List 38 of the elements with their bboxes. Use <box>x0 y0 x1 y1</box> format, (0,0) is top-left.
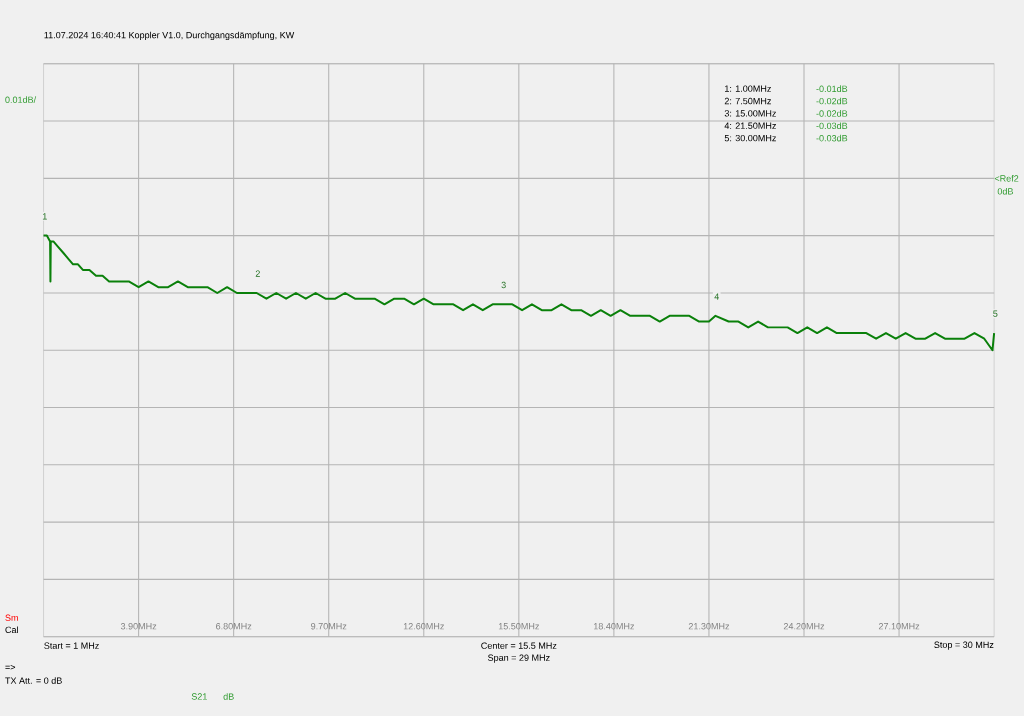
text: 5: 30.00MHz <box>724 134 776 142</box>
text: -0.03dB <box>816 134 848 142</box>
x-tick-label: 27.10MHz <box>878 622 920 630</box>
text: -0.02dB <box>816 97 848 105</box>
x-tick-label: 3.90MHz <box>120 622 157 630</box>
annotation: 5 <box>993 310 998 317</box>
text: TX Att. = 0 dB <box>5 677 62 684</box>
text: 3: 15.00MHz <box>724 109 776 117</box>
text: -0.01dB <box>816 85 848 92</box>
x-tick-label: 24.20MHz <box>783 622 825 630</box>
text: 0.01dB/ <box>5 96 37 103</box>
annotation: 2 <box>255 270 260 277</box>
text: => <box>5 664 16 670</box>
text: <Ref2 <box>994 174 1019 182</box>
text: S21 <box>191 693 207 700</box>
text: 1: 1.00MHz <box>725 85 771 92</box>
x-tick-label: 15.50MHz <box>498 622 539 630</box>
text: Start = 1 MHz <box>44 642 99 649</box>
text: Span = 29 MHz <box>487 654 550 663</box>
text: Sm <box>5 614 18 621</box>
x-tick-label: 21.30MHz <box>688 622 730 630</box>
x-tick-label: 12.60MHz <box>403 622 444 630</box>
text: 2: 7.50MHz <box>724 97 771 105</box>
text: Stop = 30 MHz <box>934 641 994 650</box>
text: Center = 15.5 MHz <box>481 642 557 649</box>
text: 4: 21.50MHz <box>724 122 776 129</box>
text: 0dB <box>997 187 1013 195</box>
chart-subtitle: 11.07.2024 16:40:41 Koppler V1.0, Durchgangsdämpfung, KW <box>44 31 295 40</box>
annotation: 3 <box>501 281 506 288</box>
text: dB <box>223 692 234 700</box>
annotation: 4 <box>714 293 719 300</box>
text: -0.03dB <box>816 122 848 129</box>
annotation: 1 <box>42 212 47 220</box>
text: Cal <box>5 626 18 633</box>
x-tick-label: 6.80MHz <box>216 622 252 630</box>
x-tick-label: 9.70MHz <box>311 622 347 630</box>
x-tick-label: 18.40MHz <box>593 622 635 630</box>
text: -0.02dB <box>816 109 848 117</box>
